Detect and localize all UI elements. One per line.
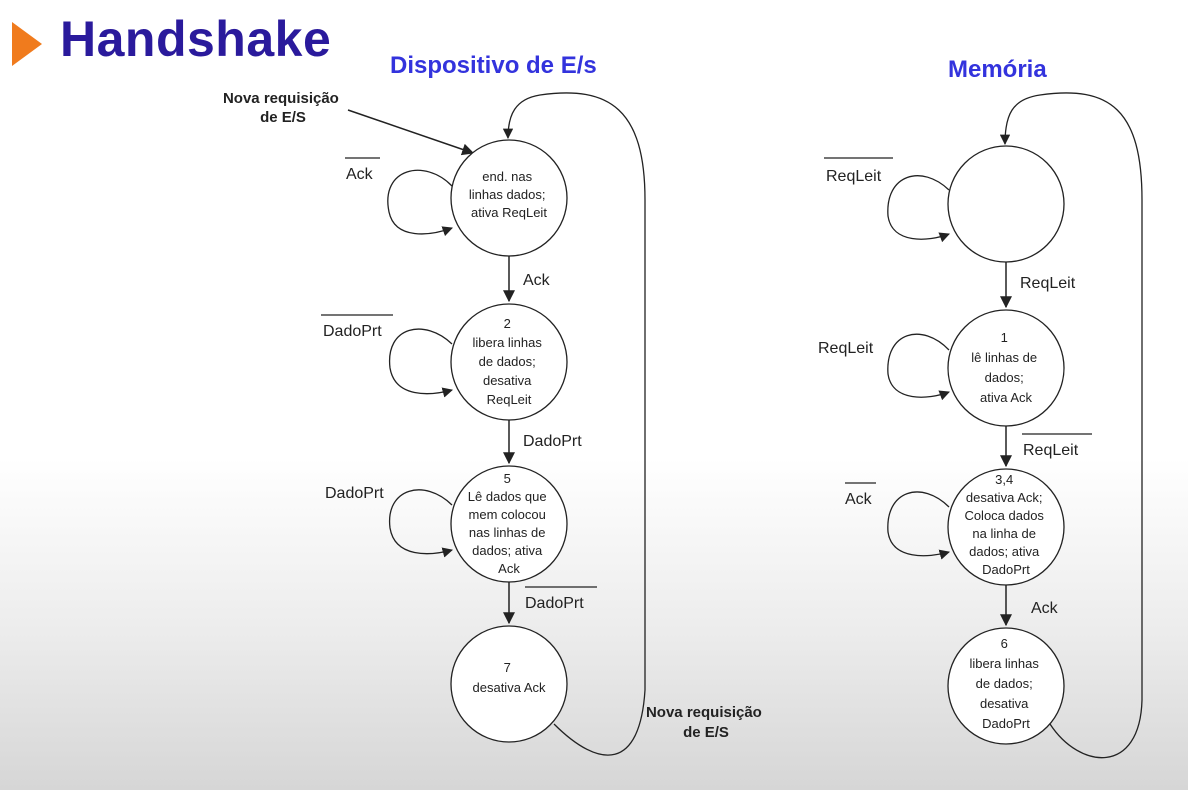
memory-self-loop-3-label: Ack: [845, 491, 873, 508]
memory-state-2-text: 1 lê linhas de dados; ativa Ack: [971, 330, 1040, 405]
memory-state-3-text: 3,4 desativa Ack; Coloca dados na linha …: [964, 472, 1047, 577]
memory-self-loop-2: [887, 333, 950, 401]
memory-state-1: [947, 145, 1065, 263]
memory-transition-3-label: Ack: [1031, 600, 1059, 617]
device-state-3-text: 5 Lê dados que mem colocou nas linhas de…: [468, 471, 550, 576]
device-transition-3-label: DadoPrt: [525, 595, 584, 612]
memory-state-4-text: 6 libera linhas de dados; desativa DadoP…: [970, 636, 1043, 731]
device-state-2-text: 2 libera linhas de dados; desativa ReqLe…: [473, 316, 546, 407]
device-self-loop-3: [389, 489, 454, 558]
memory-self-loop-1-label: ReqLeit: [826, 168, 882, 185]
device-return-loop: [502, 92, 646, 756]
device-transition-2-label: DadoPrt: [523, 433, 582, 450]
memory-state-4: [947, 627, 1065, 745]
device-transition-1-label: Ack: [523, 272, 551, 289]
device-self-loop-2: [389, 328, 454, 398]
memory-heading: Memória: [948, 56, 1047, 83]
slide-title: Handshake: [60, 11, 332, 67]
memory-state-2: [947, 309, 1065, 427]
device-return-label: Nova requisição de E/S: [646, 704, 766, 741]
memory-self-loop-3: [887, 491, 951, 560]
title-arrow-icon: [12, 22, 42, 66]
device-self-loop-1-label: Ack: [346, 166, 374, 183]
device-state-4-text: 7 desativa Ack: [473, 660, 546, 695]
device-heading: Dispositivo de E/s: [390, 52, 597, 79]
memory-self-loop-2-label: ReqLeit: [818, 340, 874, 357]
device-state-4: [450, 625, 568, 743]
device-state-1-text: end. nas linhas dados; ativa ReqLeit: [469, 169, 549, 220]
device-self-loop-3-label: DadoPrt: [325, 485, 384, 502]
memory-return-loop: [999, 92, 1143, 759]
memory-self-loop-1: [887, 175, 950, 243]
memory-transition-2-label: ReqLeit: [1023, 442, 1079, 459]
device-self-loop-1: [387, 169, 453, 237]
device-entry-label: Nova requisição de E/S: [223, 90, 343, 126]
device-self-loop-2-label: DadoPrt: [323, 323, 382, 340]
device-entry-arrow: [347, 109, 475, 156]
memory-transition-1-label: ReqLeit: [1020, 275, 1076, 292]
